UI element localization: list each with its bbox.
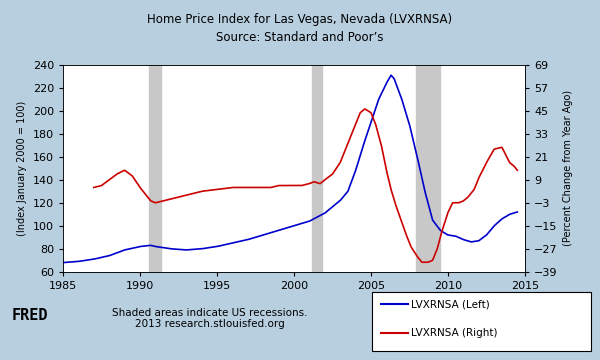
Bar	[416, 65, 440, 272]
Text: LVXRNSA (Right): LVXRNSA (Right)	[411, 328, 497, 338]
Text: Home Price Index for Las Vegas, Nevada (LVXRNSA): Home Price Index for Las Vegas, Nevada (…	[148, 13, 452, 26]
Bar	[312, 65, 322, 272]
Text: LVXRNSA (Left): LVXRNSA (Left)	[411, 299, 490, 309]
Text: Shaded areas indicate US recessions.
2013 research.stlouisfed.org: Shaded areas indicate US recessions. 201…	[112, 308, 308, 329]
Text: FRED: FRED	[12, 308, 49, 323]
Bar	[149, 65, 161, 272]
Y-axis label: (Index January 2000 = 100): (Index January 2000 = 100)	[17, 101, 27, 236]
Y-axis label: (Percent Change from Year Ago): (Percent Change from Year Ago)	[563, 90, 573, 246]
Text: Source: Standard and Poor’s: Source: Standard and Poor’s	[216, 31, 384, 44]
